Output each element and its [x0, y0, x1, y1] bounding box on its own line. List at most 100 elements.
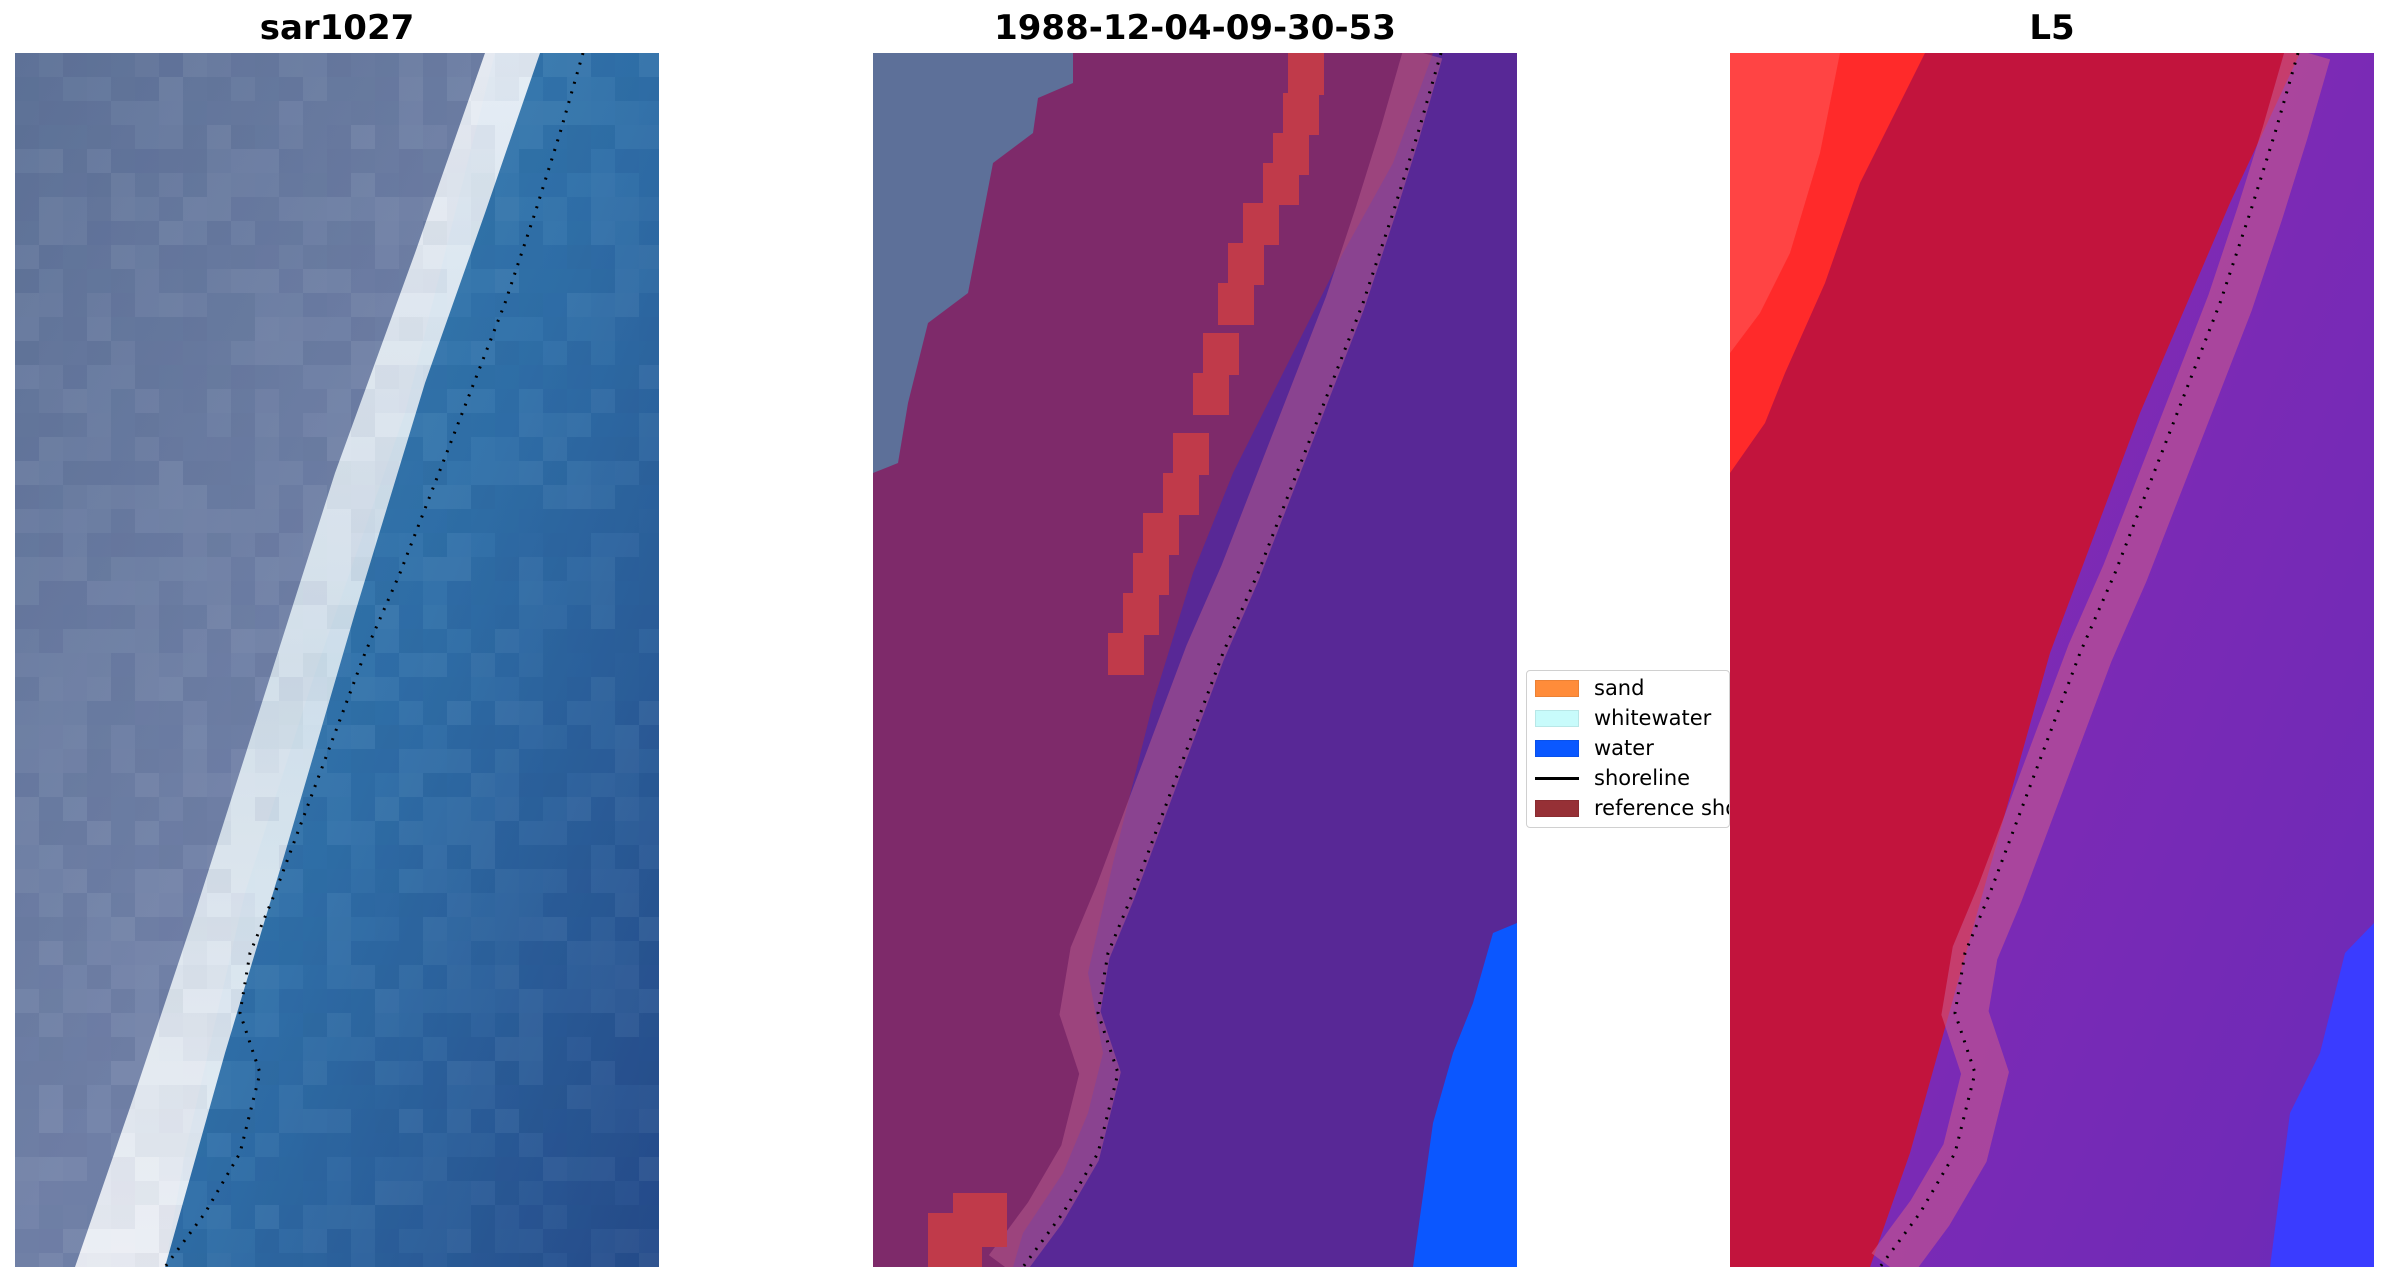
pixel-block	[327, 1205, 351, 1229]
pixel-block	[183, 245, 207, 269]
pixel-block	[591, 725, 615, 749]
pixel-block	[207, 821, 231, 845]
pixel-block	[15, 317, 39, 341]
pixel-block	[471, 221, 495, 245]
pixel-block	[135, 341, 159, 365]
pixel-block	[351, 413, 375, 437]
pixel-block	[639, 605, 659, 629]
pixel-block	[303, 677, 327, 701]
pixel-block	[135, 221, 159, 245]
pixel-block	[495, 173, 519, 197]
pixel-block	[375, 893, 399, 917]
pixel-block	[471, 893, 495, 917]
pixel-block	[303, 749, 327, 773]
pixel-block	[351, 1037, 375, 1061]
pixel-block	[615, 821, 639, 845]
pixel-block	[63, 197, 87, 221]
pixel-block	[615, 53, 639, 77]
pixel-block	[135, 917, 159, 941]
pixel-block	[183, 773, 207, 797]
pixel-block	[39, 677, 63, 701]
pixel-block	[63, 893, 87, 917]
pixel-block	[255, 1109, 279, 1133]
pixel-block	[255, 317, 279, 341]
pixel-block	[447, 797, 471, 821]
pixel-block	[351, 1229, 375, 1253]
pixel-block	[87, 773, 111, 797]
pixel-block	[423, 821, 447, 845]
pixel-block	[207, 1085, 231, 1109]
pixel-block	[615, 701, 639, 725]
pixel-block	[207, 965, 231, 989]
pixel-block	[615, 1061, 639, 1085]
pixel-block	[567, 173, 591, 197]
pixel-block	[567, 1133, 591, 1157]
pixel-block	[543, 749, 567, 773]
pixel-block	[303, 509, 327, 533]
sand-pixel	[1143, 513, 1179, 555]
pixel-block	[327, 1109, 351, 1133]
pixel-block	[375, 797, 399, 821]
pixel-block	[423, 317, 447, 341]
pixel-block	[87, 1109, 111, 1133]
pixel-block	[351, 173, 375, 197]
pixel-block	[303, 1061, 327, 1085]
pixel-block	[279, 245, 303, 269]
pixel-block	[303, 1085, 327, 1109]
pixel-block	[15, 77, 39, 101]
pixel-block	[255, 1157, 279, 1181]
pixel-block	[543, 149, 567, 173]
pixel-block	[351, 53, 375, 77]
pixel-block	[255, 1133, 279, 1157]
pixel-block	[183, 917, 207, 941]
pixel-block	[399, 173, 423, 197]
pixel-block	[399, 701, 423, 725]
pixel-block	[183, 1109, 207, 1133]
pixel-block	[39, 701, 63, 725]
pixel-block	[303, 413, 327, 437]
pixel-block	[351, 749, 375, 773]
pixel-block	[231, 461, 255, 485]
pixel-block	[207, 1253, 231, 1267]
pixel-block	[423, 509, 447, 533]
pixel-block	[87, 821, 111, 845]
pixel-block	[303, 941, 327, 965]
pixel-block	[111, 581, 135, 605]
pixel-block	[471, 509, 495, 533]
pixel-block	[63, 293, 87, 317]
pixel-block	[207, 389, 231, 413]
pixel-block	[207, 485, 231, 509]
pixel-block	[87, 509, 111, 533]
pixel-block	[447, 485, 471, 509]
pixel-block	[327, 1157, 351, 1181]
pixel-block	[231, 725, 255, 749]
pixel-block	[39, 1205, 63, 1229]
pixel-block	[279, 725, 303, 749]
pixel-block	[543, 557, 567, 581]
pixel-block	[639, 557, 659, 581]
pixel-block	[639, 749, 659, 773]
pixel-block	[207, 725, 231, 749]
pixel-block	[327, 989, 351, 1013]
pixel-block	[615, 149, 639, 173]
pixel-block	[639, 893, 659, 917]
pixel-block	[543, 605, 567, 629]
pixel-block	[111, 413, 135, 437]
pixel-block	[399, 149, 423, 173]
pixel-block	[111, 821, 135, 845]
pixel-block	[351, 1157, 375, 1181]
sand-pixel	[1193, 373, 1229, 415]
pixel-block	[231, 365, 255, 389]
pixel-block	[231, 629, 255, 653]
pixel-block	[423, 389, 447, 413]
pixel-block	[495, 1133, 519, 1157]
pixel-block	[159, 701, 183, 725]
pixel-block	[615, 893, 639, 917]
pixel-block	[399, 509, 423, 533]
pixel-block	[279, 125, 303, 149]
pixel-block	[207, 701, 231, 725]
pixel-block	[87, 605, 111, 629]
pixel-block	[399, 1157, 423, 1181]
pixel-block	[231, 965, 255, 989]
pixel-block	[639, 1157, 659, 1181]
